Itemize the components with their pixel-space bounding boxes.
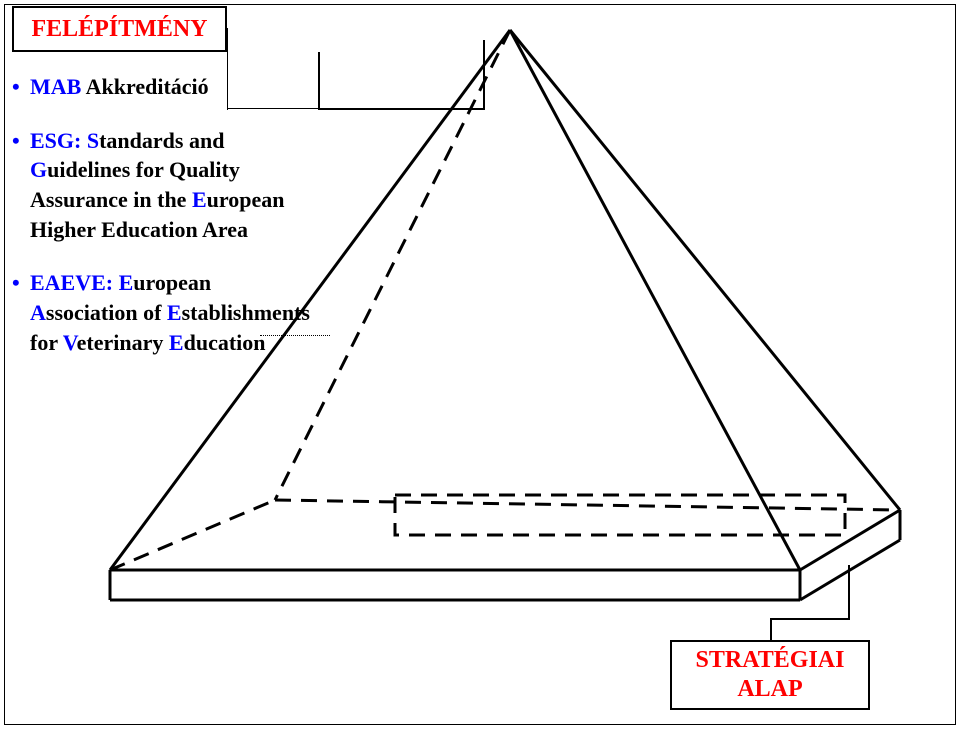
bullet-mab-prefix: MAB: [30, 74, 81, 99]
dotted-separator: [260, 335, 330, 336]
title-connector-v: [318, 52, 320, 110]
bottom-text: STRATÉGIAI ALAP: [696, 646, 845, 704]
diagram-canvas: FELÉPÍTMÉNY MAB Akkreditáció ESG: Standa…: [0, 0, 960, 729]
base-connector-v: [848, 565, 850, 620]
title-text: FELÉPÍTMÉNY: [31, 16, 207, 43]
title-connector-v2: [483, 40, 485, 110]
bullet-eaeve: EAEVE: European Association of Establish…: [12, 268, 312, 357]
bottom-line1: STRATÉGIAI: [696, 647, 845, 673]
title-connector-h: [318, 108, 483, 110]
bullet-mab-rest: Akkreditáció: [81, 74, 208, 99]
base-connector-h: [770, 618, 850, 620]
bullet-esg: ESG: Standards and Guidelines for Qualit…: [12, 126, 312, 245]
title-box: FELÉPÍTMÉNY: [12, 6, 227, 52]
base-connector-v2: [770, 618, 772, 642]
bullet-mab: MAB Akkreditáció: [12, 72, 312, 102]
bottom-line2: ALAP: [737, 676, 802, 702]
bottom-box: STRATÉGIAI ALAP: [670, 640, 870, 710]
